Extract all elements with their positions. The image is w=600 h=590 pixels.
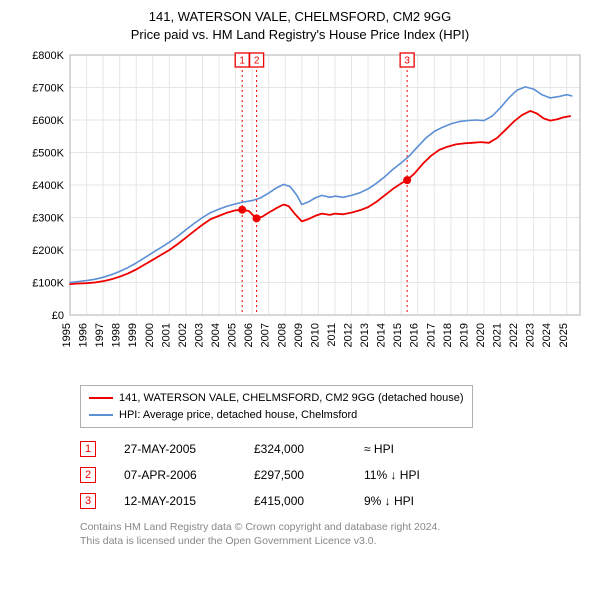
svg-text:2024: 2024 [541, 323, 553, 347]
svg-text:2011: 2011 [326, 323, 338, 347]
svg-text:1997: 1997 [94, 323, 106, 347]
svg-text:£800K: £800K [32, 50, 64, 62]
svg-text:£0: £0 [52, 310, 64, 322]
svg-text:2009: 2009 [293, 323, 305, 347]
chart-area: £0 £100K £200K £300K £400K £500K £600K £700K £80… [10, 49, 590, 379]
svg-text:2: 2 [254, 56, 260, 67]
svg-text:2016: 2016 [409, 323, 421, 347]
attribution-footer: Contains HM Land Registry data © Crown c… [80, 520, 590, 548]
title-line-2: Price paid vs. HM Land Registry's House … [10, 26, 590, 44]
sale-marker-box: 2 [80, 467, 96, 483]
svg-text:2014: 2014 [376, 323, 388, 347]
svg-text:1998: 1998 [111, 323, 123, 347]
legend-row: HPI: Average price, detached house, Chel… [89, 407, 464, 424]
svg-text:£600K: £600K [32, 115, 64, 127]
svg-text:2025: 2025 [558, 323, 570, 347]
svg-text:2005: 2005 [227, 323, 239, 347]
legend-box: 141, WATERSON VALE, CHELMSFORD, CM2 9GG … [80, 385, 473, 428]
line-chart-svg: £0 £100K £200K £300K £400K £500K £600K £700K £80… [10, 49, 590, 379]
sale-price: £324,000 [254, 442, 364, 456]
svg-text:2002: 2002 [177, 323, 189, 347]
svg-text:2004: 2004 [210, 323, 222, 347]
footer-line-2: This data is licensed under the Open Gov… [80, 534, 590, 548]
sale-price: £297,500 [254, 468, 364, 482]
sale-date: 27-MAY-2005 [124, 442, 254, 456]
svg-text:2017: 2017 [425, 323, 437, 347]
sale-diff: 11% ↓ HPI [364, 468, 474, 482]
svg-text:2018: 2018 [442, 323, 454, 347]
legend-label: HPI: Average price, detached house, Chel… [119, 407, 357, 424]
sale-marker-box: 3 [80, 493, 96, 509]
legend-row: 141, WATERSON VALE, CHELMSFORD, CM2 9GG … [89, 390, 464, 407]
svg-text:1995: 1995 [61, 323, 73, 347]
svg-text:1999: 1999 [127, 323, 139, 347]
svg-text:£500K: £500K [32, 148, 64, 160]
svg-text:2020: 2020 [475, 323, 487, 347]
sale-row: 3 12-MAY-2015£415,0009% ↓ HPI [80, 488, 590, 514]
footer-line-1: Contains HM Land Registry data © Crown c… [80, 520, 590, 534]
svg-text:£700K: £700K [32, 83, 64, 95]
svg-text:2012: 2012 [342, 323, 354, 347]
svg-text:£400K: £400K [32, 180, 64, 192]
sale-date: 12-MAY-2015 [124, 494, 254, 508]
legend-swatch [89, 414, 113, 416]
sale-row: 1 27-MAY-2005£324,000≈ HPI [80, 436, 590, 462]
sale-marker-box: 1 [80, 441, 96, 457]
svg-text:2007: 2007 [260, 323, 272, 347]
sale-row: 2 07-APR-2006£297,50011% ↓ HPI [80, 462, 590, 488]
svg-text:3: 3 [404, 56, 410, 67]
chart-container: 141, WATERSON VALE, CHELMSFORD, CM2 9GG … [0, 0, 600, 554]
sale-events-table: 1 27-MAY-2005£324,000≈ HPI 2 07-APR-2006£29… [80, 436, 590, 514]
svg-text:2008: 2008 [276, 323, 288, 347]
sale-diff: 9% ↓ HPI [364, 494, 474, 508]
title-line-1: 141, WATERSON VALE, CHELMSFORD, CM2 9GG [10, 8, 590, 26]
svg-text:£200K: £200K [32, 245, 64, 257]
svg-text:2010: 2010 [309, 323, 321, 347]
svg-text:1: 1 [239, 56, 245, 67]
svg-text:2001: 2001 [160, 323, 172, 347]
svg-text:2022: 2022 [508, 323, 520, 347]
svg-text:1996: 1996 [78, 323, 90, 347]
svg-text:2000: 2000 [144, 323, 156, 347]
svg-text:2003: 2003 [193, 323, 205, 347]
svg-text:2019: 2019 [458, 323, 470, 347]
legend-swatch [89, 397, 113, 399]
svg-text:£100K: £100K [32, 278, 64, 290]
sale-diff: ≈ HPI [364, 442, 474, 456]
legend-label: 141, WATERSON VALE, CHELMSFORD, CM2 9GG … [119, 390, 464, 407]
svg-text:2023: 2023 [525, 323, 537, 347]
svg-text:£300K: £300K [32, 213, 64, 225]
svg-text:2015: 2015 [392, 323, 404, 347]
sale-date: 07-APR-2006 [124, 468, 254, 482]
sale-price: £415,000 [254, 494, 364, 508]
svg-text:2013: 2013 [359, 323, 371, 347]
svg-text:2021: 2021 [492, 323, 504, 347]
svg-text:2006: 2006 [243, 323, 255, 347]
